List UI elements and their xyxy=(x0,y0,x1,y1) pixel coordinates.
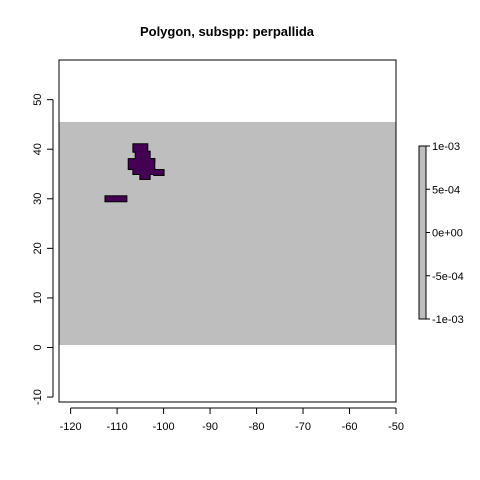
polygon-cell xyxy=(140,174,149,179)
polygon-cell xyxy=(133,169,154,174)
legend-tick-label: -5e-04 xyxy=(432,271,464,283)
polygon-cell xyxy=(133,144,147,151)
raster-layer xyxy=(59,122,396,345)
x-tick-label: -80 xyxy=(249,421,265,433)
x-tick-label: -120 xyxy=(60,421,82,433)
legend-tick-label: 0e+00 xyxy=(432,228,463,240)
y-tick-label: -10 xyxy=(32,389,44,405)
polygon-cell xyxy=(129,159,155,169)
x-axis: -120 -110 -100 -90 -80 -70 -60 -50 xyxy=(60,408,404,433)
plot-title: Polygon, subspp: perpallida xyxy=(140,24,315,39)
legend-tick-label: 1e-03 xyxy=(432,141,460,153)
polygon-cell xyxy=(105,196,126,201)
legend-tick-label: 5e-04 xyxy=(432,184,460,196)
y-tick-label: 30 xyxy=(32,193,44,205)
color-legend: 1e-03 5e-04 0e+00 -5e-04 -1e-03 xyxy=(419,141,464,326)
y-tick-label: 50 xyxy=(32,94,44,106)
polygon-cell xyxy=(154,170,163,175)
x-tick-label: -50 xyxy=(388,421,404,433)
legend-tick-label: -1e-03 xyxy=(432,314,464,326)
x-tick-label: -70 xyxy=(295,421,311,433)
y-axis: -10 0 10 20 30 40 50 xyxy=(32,94,53,405)
y-tick-label: 0 xyxy=(32,344,44,350)
raster-extent xyxy=(59,122,396,345)
polygon-cell xyxy=(136,152,150,159)
y-tick-label: 10 xyxy=(32,292,44,304)
y-tick-label: 40 xyxy=(32,143,44,155)
x-tick-label: -110 xyxy=(107,421,128,433)
y-tick-label: 20 xyxy=(32,242,44,254)
x-tick-label: -60 xyxy=(342,421,358,433)
legend-color-bar xyxy=(419,146,426,319)
x-tick-label: -100 xyxy=(153,421,175,433)
x-tick-label: -90 xyxy=(202,421,218,433)
